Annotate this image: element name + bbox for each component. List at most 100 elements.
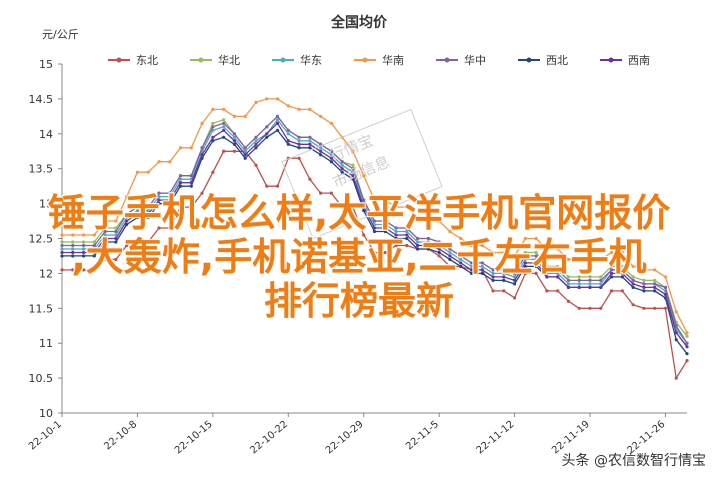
legend-marker [444, 57, 450, 63]
data-point [609, 264, 614, 269]
data-point [620, 268, 624, 272]
data-point [168, 160, 172, 164]
chart-title: 全国均价 [330, 14, 388, 31]
data-point [114, 233, 118, 237]
data-point [405, 233, 409, 237]
data-point [491, 271, 495, 275]
y-tick-label: 11 [39, 337, 53, 350]
data-point [103, 226, 107, 230]
legend-marker [198, 57, 204, 63]
data-point [254, 100, 258, 104]
data-point [502, 289, 506, 293]
data-point [114, 240, 118, 244]
data-point [609, 289, 614, 293]
data-point [114, 257, 118, 262]
data-point [534, 250, 538, 255]
data-point [265, 125, 269, 129]
data-point [534, 264, 538, 269]
data-point [502, 250, 506, 255]
data-point [329, 153, 333, 157]
legend-label: 西南 [628, 54, 650, 67]
data-point [448, 264, 452, 269]
data-point [480, 264, 484, 269]
data-point [319, 191, 323, 195]
data-point [545, 264, 549, 269]
data-point [81, 233, 86, 237]
data-point [308, 177, 312, 181]
data-point [566, 275, 571, 279]
data-point [599, 306, 603, 310]
data-point [566, 282, 571, 286]
data-point [103, 236, 107, 241]
data-point [405, 236, 409, 241]
data-point [254, 135, 258, 139]
data-point [329, 160, 333, 164]
data-point [125, 222, 129, 227]
data-point [620, 289, 624, 293]
data-point [103, 257, 107, 262]
data-point [243, 114, 247, 118]
data-point [491, 250, 495, 255]
data-point [286, 128, 290, 132]
data-point [588, 275, 592, 279]
data-point [663, 306, 668, 310]
data-point [512, 275, 517, 279]
data-point [71, 240, 75, 244]
legend-marker [526, 57, 532, 63]
data-point [674, 324, 678, 328]
data-point [534, 254, 538, 258]
y-tick-label: 11.5 [29, 302, 54, 315]
data-point [146, 240, 150, 244]
data-point [653, 278, 657, 282]
data-point [146, 170, 150, 174]
data-point [189, 146, 193, 150]
data-point [631, 282, 635, 286]
data-point [265, 184, 269, 188]
data-point [211, 135, 215, 139]
data-point [653, 306, 657, 310]
data-point [157, 195, 161, 199]
data-point [674, 338, 678, 342]
data-point [534, 257, 538, 262]
data-point [200, 121, 204, 125]
data-point [502, 275, 506, 279]
data-point [308, 107, 312, 111]
data-point [577, 285, 581, 289]
data-point [642, 282, 646, 286]
data-point [157, 160, 161, 164]
data-point [351, 174, 355, 178]
data-point [642, 289, 646, 293]
data-point [81, 254, 86, 258]
data-point [394, 229, 398, 234]
x-tick-label: 22-10-29 [324, 419, 366, 457]
data-point [168, 226, 172, 230]
data-point [265, 132, 269, 136]
legend-label: 东北 [136, 54, 158, 67]
data-point [685, 345, 689, 349]
data-point [103, 240, 107, 244]
data-point [653, 285, 657, 289]
data-point [545, 275, 549, 279]
data-point [620, 271, 624, 275]
x-tick-label: 22-10-22 [248, 419, 290, 457]
data-point [351, 149, 355, 153]
data-point [351, 205, 355, 209]
data-point [459, 264, 463, 269]
data-point [351, 163, 355, 167]
data-point [146, 212, 150, 216]
data-point [523, 264, 527, 269]
legend-marker [608, 57, 614, 63]
data-point [426, 247, 430, 251]
data-point [459, 257, 463, 262]
data-point [642, 306, 646, 310]
data-point [81, 268, 86, 272]
data-point [416, 236, 420, 241]
data-point [254, 163, 258, 167]
data-point [566, 278, 571, 282]
data-point [577, 306, 581, 310]
data-point [437, 240, 441, 244]
data-point [189, 205, 193, 209]
data-point [512, 254, 517, 258]
data-point [383, 198, 387, 202]
